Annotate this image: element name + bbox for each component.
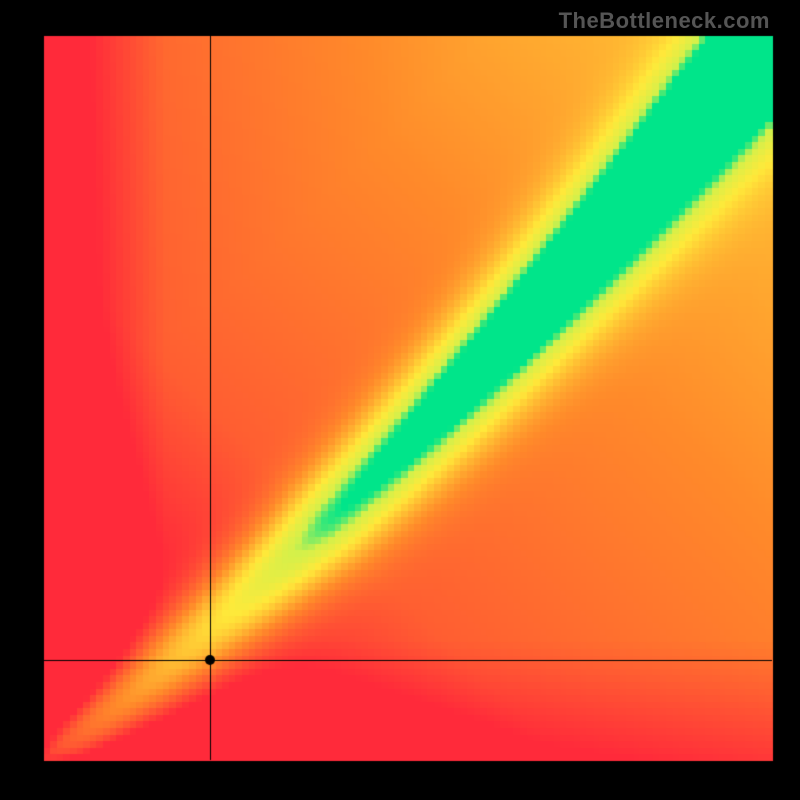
- watermark-text: TheBottleneck.com: [559, 8, 770, 34]
- bottleneck-heatmap: [0, 0, 800, 800]
